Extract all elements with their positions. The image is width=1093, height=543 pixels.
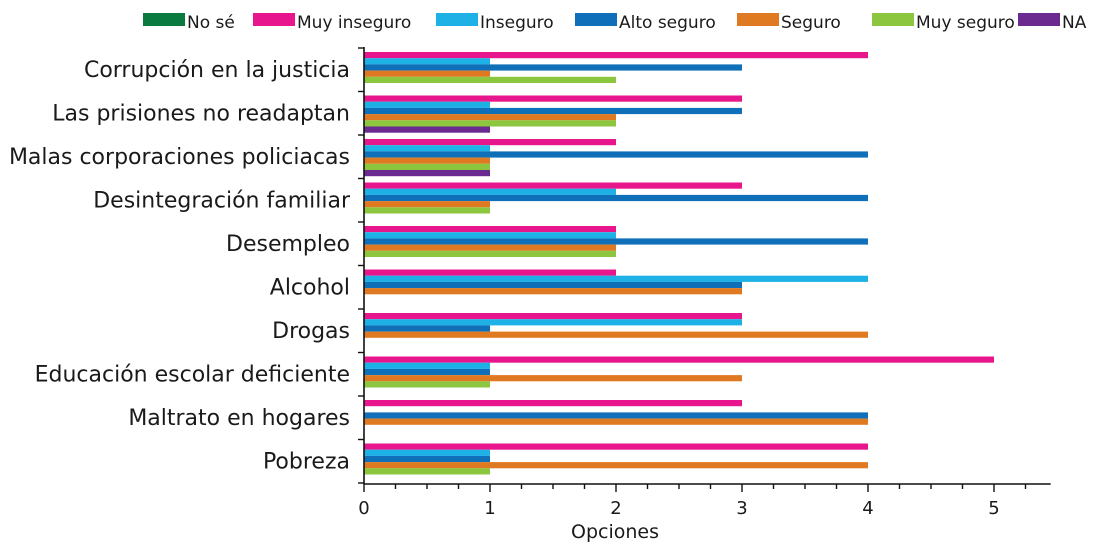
- bar-educacion-escolar-deficiente-seguro: [364, 375, 742, 382]
- bar-alcohol-seguro: [364, 288, 742, 295]
- legend-swatch-seguro: [737, 13, 779, 26]
- x-axis-title: Opciones: [571, 521, 659, 543]
- bar-las-prisiones-no-readaptan-muy-seguro: [364, 120, 616, 127]
- bar-corrupcion-en-la-justicia-muy-seguro: [364, 76, 616, 83]
- bar-malas-corporaciones-policiacas-na: [364, 170, 490, 177]
- legend-label-muy-seguro: Muy seguro: [916, 13, 1015, 33]
- bar-maltrato-en-hogares-muy-inseguro: [364, 400, 742, 407]
- bar-pobreza-muy-inseguro: [364, 443, 868, 450]
- legend-swatch-no-se: [143, 13, 185, 26]
- bar-educacion-escolar-deficiente-alto-seguro: [364, 368, 490, 376]
- axes: [358, 47, 1051, 492]
- category-label-desempleo: Desempleo: [226, 232, 350, 257]
- bar-desempleo-muy-inseguro: [364, 226, 616, 233]
- bar-malas-corporaciones-policiacas-alto-seguro: [364, 151, 868, 158]
- bar-las-prisiones-no-readaptan-alto-seguro: [364, 107, 742, 115]
- bar-malas-corporaciones-policiacas-muy-seguro: [364, 163, 490, 170]
- bar-corrupcion-en-la-justicia-alto-seguro: [364, 64, 742, 71]
- bar-educacion-escolar-deficiente-muy-inseguro: [364, 356, 994, 363]
- legend-label-alto-seguro: Alto seguro: [619, 13, 716, 33]
- x-tick-label-0: 0: [358, 498, 369, 519]
- bar-pobreza-alto-seguro: [364, 455, 490, 463]
- bars: [364, 52, 994, 475]
- bar-corrupcion-en-la-justicia-muy-inseguro: [364, 52, 868, 59]
- bar-educacion-escolar-deficiente-muy-seguro: [364, 381, 490, 388]
- bar-pobreza-muy-seguro: [364, 468, 490, 475]
- bar-desempleo-seguro: [364, 244, 616, 251]
- category-label-malas-corporaciones-policiacas: Malas corporaciones policiacas: [9, 145, 350, 170]
- legend-label-na: NA: [1062, 13, 1087, 33]
- x-tick-label-3: 3: [736, 498, 747, 519]
- x-tick-label-5: 5: [988, 498, 999, 519]
- bar-desintegracion-familiar-muy-seguro: [364, 207, 490, 214]
- legend-swatch-na: [1018, 13, 1060, 26]
- bar-desempleo-inseguro: [364, 232, 616, 239]
- category-label-pobreza: Pobreza: [263, 449, 350, 474]
- x-tick-label-4: 4: [862, 498, 873, 519]
- category-label-maltrato-en-hogares: Maltrato en hogares: [128, 406, 350, 431]
- legend-swatch-muy-seguro: [872, 13, 914, 26]
- legend-label-inseguro: Inseguro: [480, 13, 554, 33]
- category-label-drogas: Drogas: [272, 319, 350, 344]
- category-label-desintegracion-familiar: Desintegración familiar: [93, 188, 351, 213]
- bar-desempleo-alto-seguro: [364, 238, 868, 245]
- bar-las-prisiones-no-readaptan-na: [364, 126, 490, 133]
- category-label-las-prisiones-no-readaptan: Las prisiones no readaptan: [52, 101, 350, 126]
- bar-pobreza-inseguro: [364, 449, 490, 456]
- bar-corrupcion-en-la-justicia-seguro: [364, 70, 490, 77]
- x-tick-label-1: 1: [484, 498, 495, 519]
- bar-educacion-escolar-deficiente-inseguro: [364, 362, 490, 369]
- bar-desempleo-muy-seguro: [364, 250, 616, 257]
- bar-malas-corporaciones-policiacas-inseguro: [364, 145, 490, 152]
- legend-label-no-se: No sé: [187, 13, 235, 33]
- category-label-corrupcion-en-la-justicia: Corrupción en la justicia: [84, 58, 350, 83]
- category-label-educacion-escolar-deficiente: Educación escolar deficiente: [35, 362, 350, 387]
- bar-drogas-inseguro: [364, 319, 742, 326]
- legend-label-seguro: Seguro: [781, 13, 841, 33]
- bar-desintegracion-familiar-alto-seguro: [364, 194, 868, 202]
- bar-drogas-muy-inseguro: [364, 313, 742, 320]
- bar-drogas-seguro: [364, 331, 868, 338]
- bar-pobreza-seguro: [364, 462, 868, 469]
- bar-las-prisiones-no-readaptan-muy-inseguro: [364, 95, 742, 102]
- bar-las-prisiones-no-readaptan-inseguro: [364, 101, 490, 108]
- legend: No sé Muy inseguro Inseguro Alto seguro Segu…: [143, 13, 1087, 33]
- legend-swatch-inseguro: [436, 13, 478, 26]
- bar-alcohol-inseguro: [364, 275, 868, 282]
- bar-desintegracion-familiar-seguro: [364, 201, 490, 208]
- bar-desintegracion-familiar-inseguro: [364, 188, 616, 195]
- bar-desintegracion-familiar-muy-inseguro: [364, 182, 742, 189]
- bar-maltrato-en-hogares-alto-seguro: [364, 412, 868, 419]
- legend-swatch-alto-seguro: [575, 13, 617, 26]
- bar-malas-corporaciones-policiacas-seguro: [364, 157, 490, 164]
- tick-labels: 0 1 2 3 4 5: [358, 498, 999, 519]
- legend-label-muy-inseguro: Muy inseguro: [297, 13, 411, 33]
- bar-malas-corporaciones-policiacas-muy-inseguro: [364, 139, 616, 146]
- category-label-alcohol: Alcohol: [270, 275, 350, 300]
- bar-las-prisiones-no-readaptan-seguro: [364, 114, 616, 121]
- bar-alcohol-muy-inseguro: [364, 269, 616, 276]
- category-labels: Corrupción en la justicia Las prisiones n…: [9, 58, 351, 475]
- bar-corrupcion-en-la-justicia-inseguro: [364, 58, 490, 65]
- legend-swatch-muy-inseguro: [253, 13, 295, 26]
- x-tick-label-2: 2: [610, 498, 621, 519]
- bar-alcohol-alto-seguro: [364, 281, 742, 289]
- bar-maltrato-en-hogares-seguro: [364, 418, 868, 425]
- bar-drogas-alto-seguro: [364, 325, 490, 332]
